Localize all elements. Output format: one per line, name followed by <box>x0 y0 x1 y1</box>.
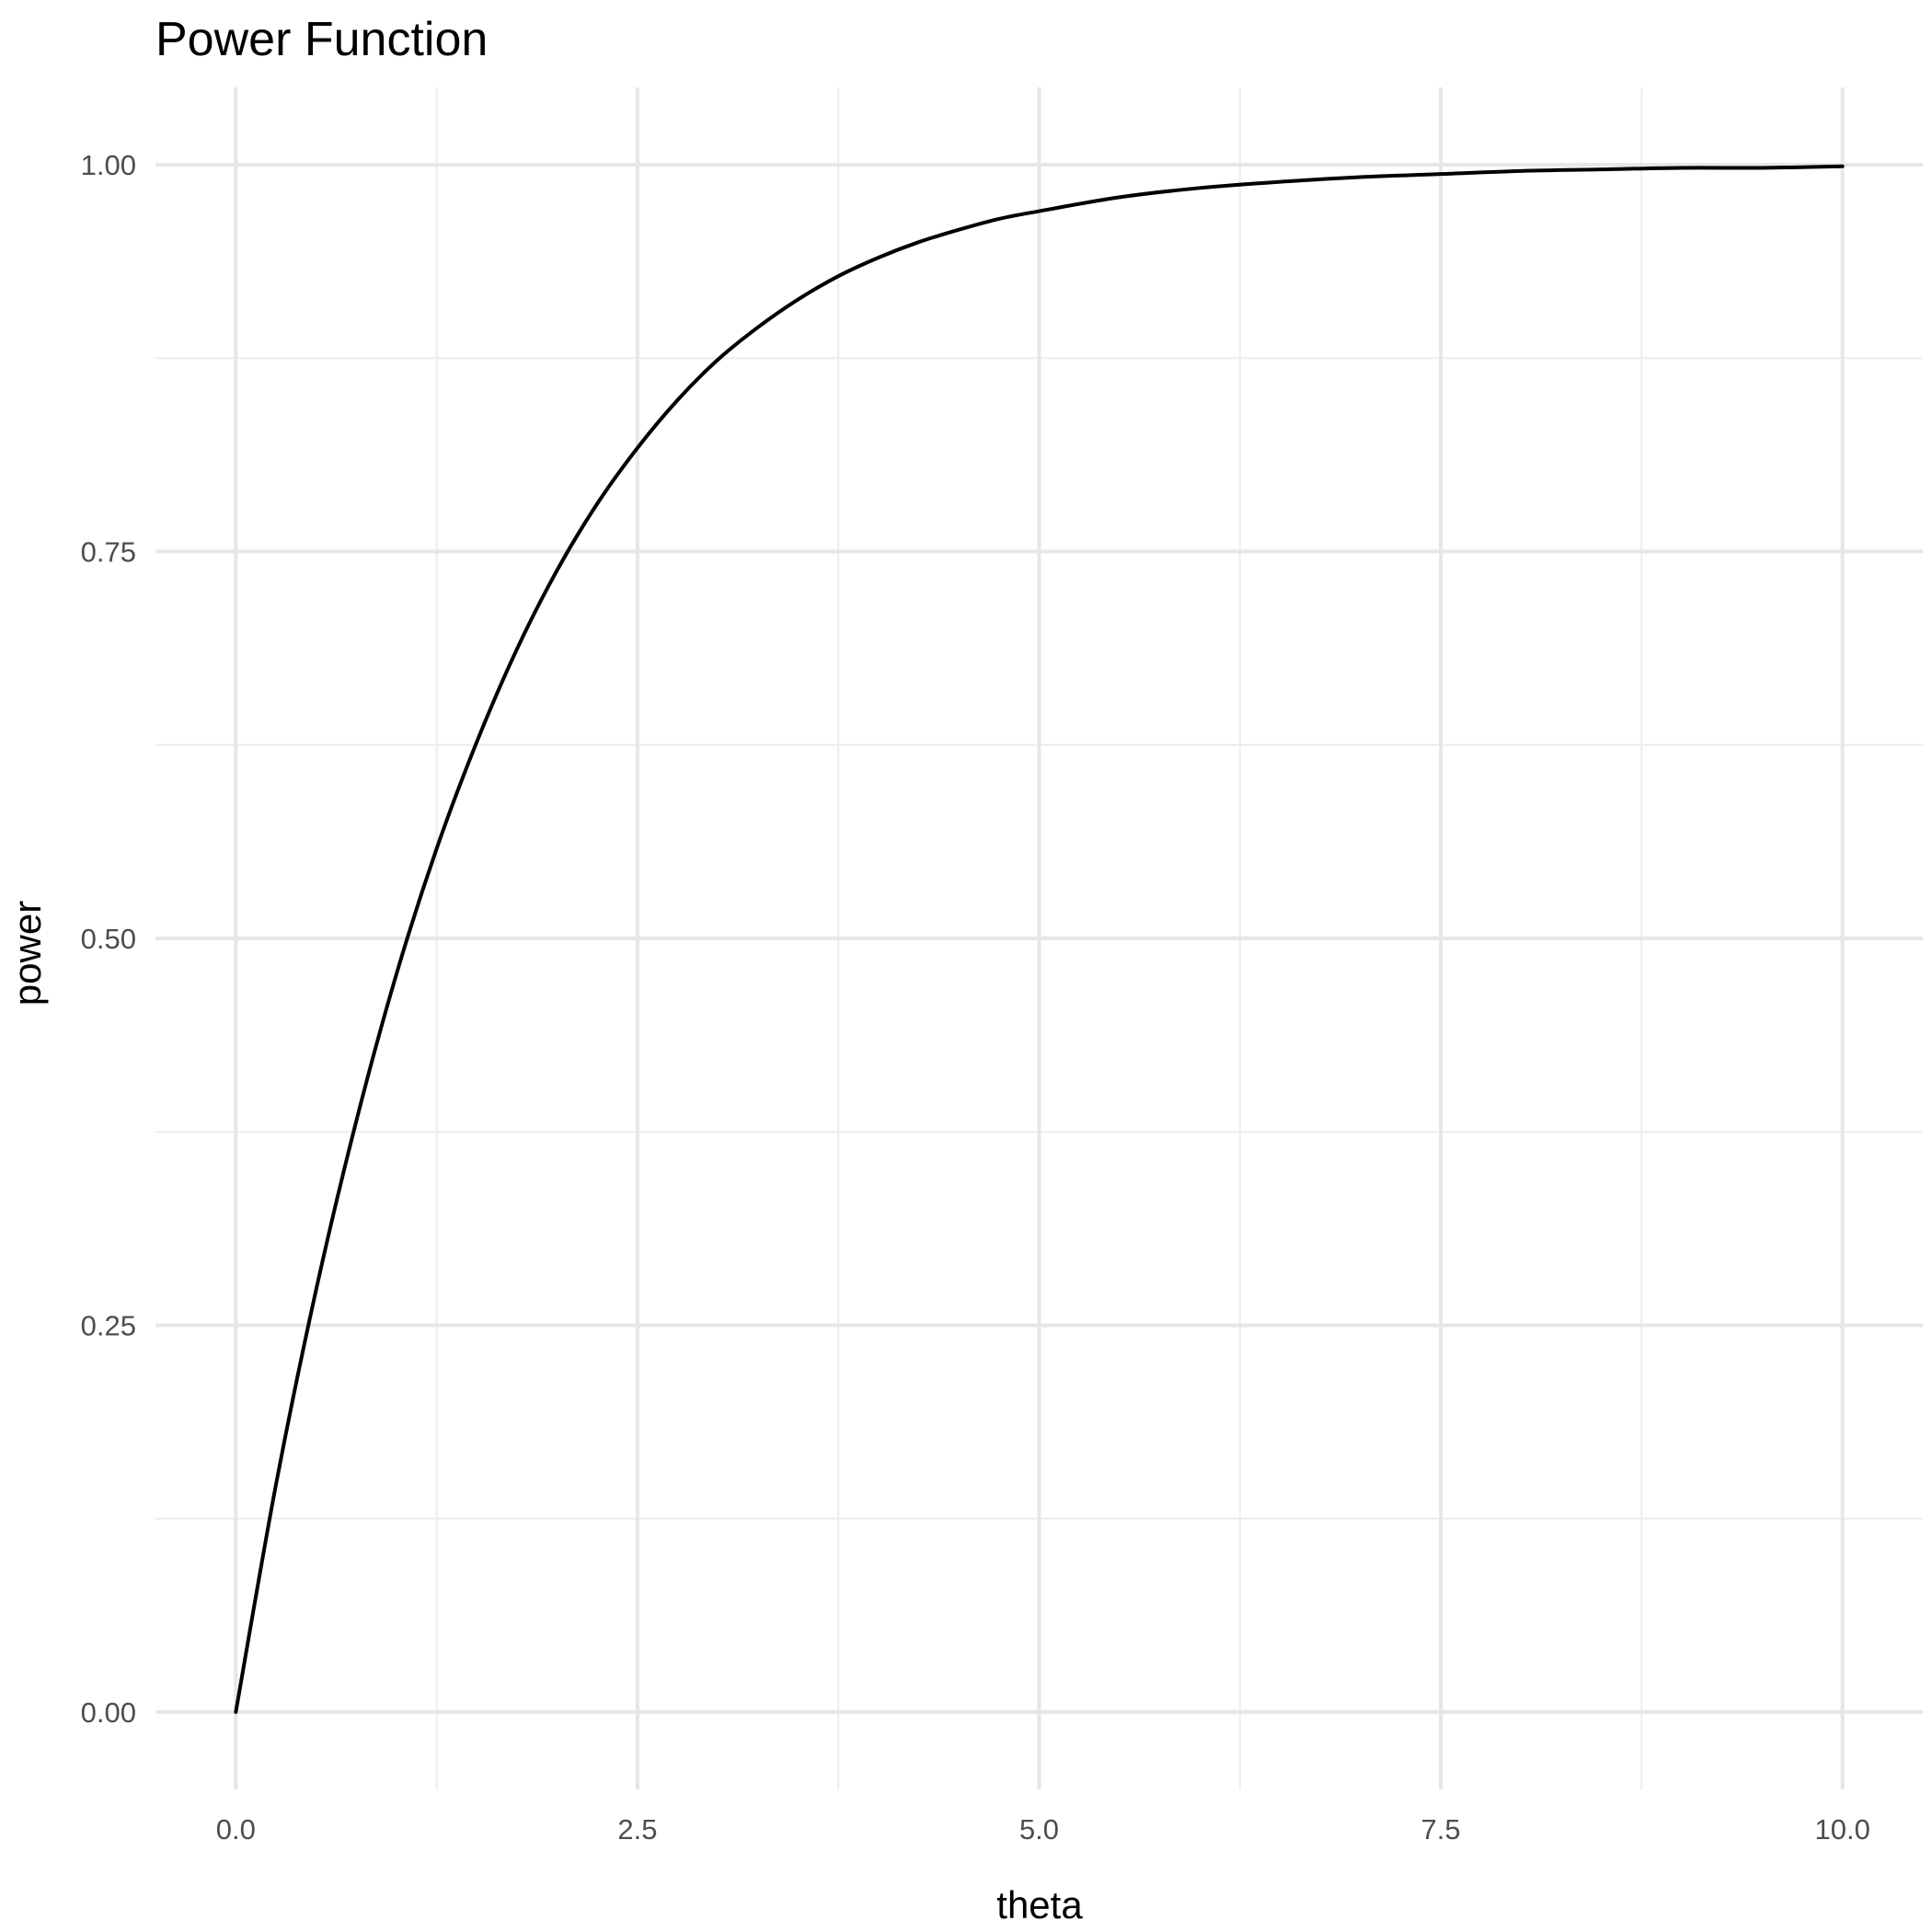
y-tick-label: 0.00 <box>81 1696 136 1729</box>
x-tick-label: 7.5 <box>1421 1813 1461 1846</box>
y-tick-label: 0.25 <box>81 1309 136 1341</box>
x-tick-label: 5.0 <box>1019 1813 1059 1846</box>
y-axis-title: power <box>6 901 49 1006</box>
x-tick-label: 10.0 <box>1815 1813 1870 1846</box>
series-layer <box>234 164 1845 1714</box>
y-tick-label: 0.50 <box>81 923 136 955</box>
power-curve-line <box>234 164 1845 1714</box>
chart-title: Power Function <box>155 13 488 66</box>
x-axis-title: theta <box>996 1883 1083 1926</box>
y-axis-tick-labels: 0.00 0.25 0.50 0.75 1.00 <box>81 149 136 1729</box>
x-tick-label: 0.0 <box>216 1813 256 1846</box>
x-tick-label: 2.5 <box>617 1813 657 1846</box>
y-tick-label: 1.00 <box>81 149 136 181</box>
y-tick-label: 0.75 <box>81 536 136 569</box>
x-axis-tick-labels: 0.0 2.5 5.0 7.5 10.0 <box>216 1813 1870 1846</box>
gridlines <box>155 87 1923 1789</box>
